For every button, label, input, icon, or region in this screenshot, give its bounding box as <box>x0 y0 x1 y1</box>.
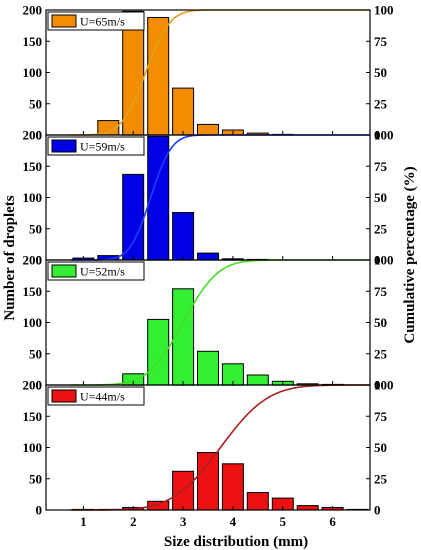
left-tick-label: 150 <box>23 284 43 299</box>
legend-swatch <box>51 264 77 278</box>
right-tick-label: 50 <box>374 440 387 455</box>
legend-swatch <box>51 139 77 153</box>
right-tick-label: 75 <box>374 284 388 299</box>
right-tick-label: 25 <box>374 221 388 236</box>
legend-label: U=44m/s <box>80 390 125 404</box>
left-y-axis-title: Number of droplets <box>2 195 18 320</box>
left-tick-label: 200 <box>23 253 43 268</box>
legend-label: U=65m/s <box>80 15 125 29</box>
right-tick-label: 50 <box>374 190 387 205</box>
left-tick-label: 150 <box>23 409 43 424</box>
x-tick-label: 1 <box>80 514 87 529</box>
bar-2-6 <box>197 252 219 261</box>
bar-4-10 <box>296 505 319 511</box>
left-tick-label: 100 <box>23 440 43 455</box>
left-tick-label: 200 <box>23 3 43 18</box>
legend-label: U=59m/s <box>80 140 125 154</box>
right-tick-label: 25 <box>374 96 388 111</box>
right-tick-label: 100 <box>374 253 394 268</box>
bar-2-3 <box>122 173 145 261</box>
x-tick-label: 2 <box>130 514 137 529</box>
left-tick-label: 0 <box>36 503 43 518</box>
right-tick-label: 100 <box>374 378 394 393</box>
legend-2: U=59m/s <box>47 136 145 156</box>
left-tick-label: 150 <box>23 159 43 174</box>
left-tick-label: 50 <box>29 471 42 486</box>
right-tick-label: 75 <box>374 159 388 174</box>
bar-4-8 <box>246 492 269 511</box>
left-tick-label: 150 <box>23 34 43 49</box>
right-tick-label: 100 <box>374 128 394 143</box>
x-axis-title: Size distribution (mm) <box>164 534 308 550</box>
legend-4: U=44m/s <box>47 386 145 406</box>
legend-3: U=52m/s <box>47 261 145 281</box>
bar-3-6 <box>246 374 269 386</box>
x-tick-label: 5 <box>280 514 287 529</box>
right-tick-label: 50 <box>374 65 387 80</box>
right-tick-label: 25 <box>374 471 388 486</box>
left-tick-label: 200 <box>23 128 43 143</box>
legend-1: U=65m/s <box>47 11 145 31</box>
left-tick-label: 50 <box>29 221 42 236</box>
bar-3-4 <box>197 350 219 386</box>
bar-4-6 <box>197 452 219 511</box>
right-tick-label: 25 <box>374 346 388 361</box>
left-tick-label: 50 <box>29 96 42 111</box>
legend-swatch <box>51 389 77 403</box>
left-tick-label: 0 <box>36 253 43 268</box>
left-tick-label: 100 <box>23 315 43 330</box>
x-tick-label: 4 <box>230 514 237 529</box>
right-tick-label: 0 <box>374 503 381 518</box>
right-tick-label: 50 <box>374 315 387 330</box>
x-tick-label: 6 <box>329 514 336 529</box>
bar-1-4 <box>172 87 195 136</box>
right-tick-label: 75 <box>374 34 388 49</box>
x-tick-label: 3 <box>180 514 187 529</box>
legend-swatch <box>51 14 77 28</box>
right-tick-label: 100 <box>374 3 394 18</box>
legend-label: U=52m/s <box>80 265 125 279</box>
left-tick-label: 100 <box>23 65 43 80</box>
right-tick-label: 75 <box>374 409 388 424</box>
bar-2-5 <box>172 212 195 261</box>
panels: 0501001502000255075100U=65m/s05010015020… <box>23 3 394 530</box>
right-tick-label: 0 <box>374 253 381 268</box>
right-tick-label: 0 <box>374 378 381 393</box>
bar-1-3 <box>147 17 170 136</box>
left-tick-label: 0 <box>36 378 43 393</box>
right-tick-label: 0 <box>374 128 381 143</box>
left-tick-label: 200 <box>23 378 43 393</box>
left-tick-label: 0 <box>36 128 43 143</box>
right-y-axis-title: Cumulative percentage (%) <box>402 166 418 343</box>
left-tick-label: 100 <box>23 190 43 205</box>
bar-1-5 <box>197 123 219 136</box>
left-tick-label: 50 <box>29 346 42 361</box>
bar-4-7 <box>221 463 244 511</box>
